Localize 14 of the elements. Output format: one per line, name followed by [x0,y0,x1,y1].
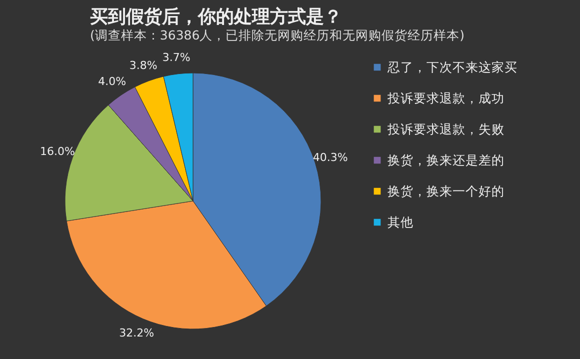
legend-label: 换货，换来还是差的 [388,152,504,168]
legend-label: 换货，换来一个好的 [388,183,504,198]
legend-label: 忍了，下次不来这家买 [386,59,518,74]
data-label: 4.0% [98,74,126,88]
legend-label: 其他 [388,214,414,230]
data-label: 3.8% [129,58,158,72]
legend-label: 投诉要求退款，失败 [386,121,504,136]
data-label: 16.0% [40,145,75,158]
data-label: 32.2% [119,326,154,340]
data-label: 40.3% [312,150,348,164]
data-label: 3.7% [162,50,190,64]
legend-label: 投诉要求退款，成功 [386,90,504,106]
chart-title: 买到假货后，你的处理方式是？ [90,6,342,28]
chart-subtitle: (调查样本：36386人，已排除无网购经历和无网购假货经历样本) [90,27,465,42]
